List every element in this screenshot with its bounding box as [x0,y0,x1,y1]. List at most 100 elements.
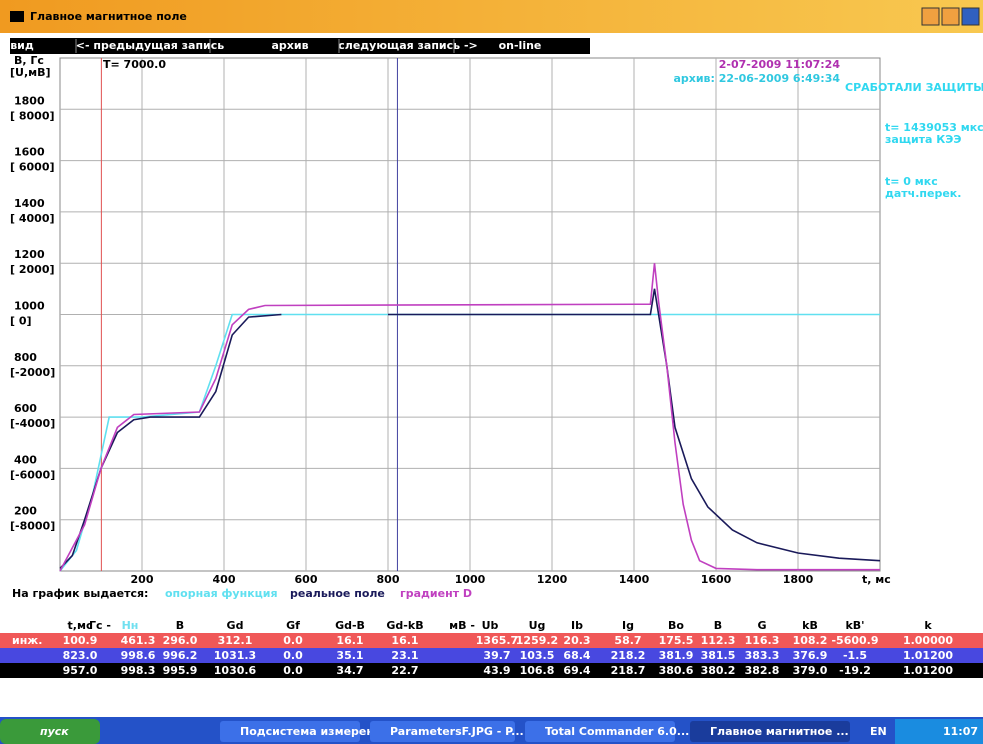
table-cell: -1.5 [843,649,867,662]
x-axis-label: t, мс [862,573,891,586]
table-cell: 1.01200 [903,649,953,662]
menu-item[interactable]: следующая запись -> [338,39,477,52]
table-cell: 1.01200 [903,664,953,677]
y2-tick-label: [-2000] [10,366,55,379]
table-cell: 1365.7 [476,634,518,647]
event-time: t= 0 мкс [885,175,938,188]
legend-entry: опорная функция [165,587,278,600]
column-header: k [924,619,932,632]
maximize-button[interactable] [941,7,960,26]
table-cell: 100.9 [63,634,98,647]
table-cell: 823.0 [63,649,98,662]
table-cell: 112.3 [701,634,736,647]
table-cell: 108.2 [793,634,828,647]
column-header: t,мс [68,619,93,632]
archive-date: архив: 22-06-2009 6:49:34 [673,72,840,85]
x-tick-label: 1200 [537,573,568,586]
title-bar [0,0,983,33]
minimize-button[interactable] [921,7,940,26]
table-cell: 296.0 [163,634,198,647]
column-header: Gd-kB [386,619,423,632]
table-cell: 996.2 [163,649,198,662]
y-tick-label: 1600 [14,146,45,159]
column-header: Gd-B [335,619,365,632]
column-header: Gf [286,619,300,632]
table-cell: 1030.6 [214,664,257,677]
timestamp: 2-07-2009 11:07:24 [719,58,841,71]
x-tick-label: 600 [295,573,318,586]
event-name: датч.перек. [885,187,961,200]
menu-item[interactable]: <- предыдущая запись [76,39,225,52]
start-button[interactable] [0,719,100,744]
y2-tick-label: [ 6000] [10,161,55,174]
y2-tick-label: [-8000] [10,520,55,533]
table-row [0,663,983,678]
clock: 11:07 [943,725,978,738]
x-tick-label: 1000 [455,573,486,586]
series-line [59,288,881,569]
close-button[interactable] [961,7,980,26]
column-header: B [176,619,184,632]
table-cell: 376.9 [793,649,828,662]
task-button[interactable] [525,721,675,742]
table-cell: 461.3 [121,634,156,647]
column-header: Ub [482,619,499,632]
table-cell: 218.7 [611,664,646,677]
unit-label: мВ - [449,619,475,632]
task-label[interactable]: Подсистема измерен... [240,725,387,738]
menu-item[interactable]: on-line [499,39,542,52]
event-time: t= 1439053 мкс [885,121,983,134]
app-icon [10,11,24,22]
column-header: kB' [845,619,864,632]
task-button[interactable] [370,721,515,742]
column-header: Ig [622,619,634,632]
y-tick-label: 1800 [14,94,45,107]
table-cell: 103.5 [520,649,555,662]
table-cell: 380.2 [701,664,736,677]
table-cell: 16.1 [336,634,363,647]
window-title: Главное магнитное поле [30,10,187,23]
y-tick-label: 600 [14,402,37,415]
table-row [0,648,983,663]
legend-entry: градиент D [400,587,472,600]
column-header: Bo [668,619,684,632]
y-tick-label: 400 [14,453,37,466]
table-cell: -5600.9 [831,634,878,647]
table-cell: 383.3 [745,649,780,662]
x-tick-label: 1600 [701,573,732,586]
table-cell: 116.3 [745,634,780,647]
menu-item[interactable]: вид [10,39,34,52]
table-cell: 998.3 [121,664,156,677]
tray [895,719,983,744]
y2-axis-label: [U,мВ] [10,66,51,79]
language: EN [870,725,887,738]
table-cell: 58.7 [614,634,641,647]
table-cell: 34.7 [336,664,363,677]
task-label[interactable]: Total Commander 6.0... [545,725,689,738]
column-header: kB [802,619,818,632]
table-cell: 0.0 [283,649,303,662]
x-tick-label: 200 [131,573,154,586]
y2-tick-label: [ 4000] [10,212,55,225]
table-cell: 998.6 [121,649,156,662]
table-cell: 312.1 [218,634,253,647]
task-button[interactable] [690,721,850,742]
table-cell: 69.4 [563,664,590,677]
y-tick-label: 1200 [14,248,45,261]
x-tick-label: 400 [213,573,236,586]
x-tick-label: 1400 [619,573,650,586]
table-cell: 23.1 [391,649,418,662]
column-header: G [757,619,766,632]
table-cell: 0.0 [283,664,303,677]
task-button[interactable] [220,721,360,742]
table-cell: 68.4 [563,649,590,662]
table-cell: 1.00000 [903,634,953,647]
task-label[interactable]: Главное магнитное ... [710,725,849,738]
task-label[interactable]: ParametersF.JPG - P... [390,725,524,738]
column-header: Нн [122,619,139,632]
menu-item[interactable]: архив [271,39,308,52]
table-cell: 35.1 [336,649,363,662]
table-cell: 106.8 [520,664,555,677]
start-label[interactable]: пуск [40,725,69,738]
